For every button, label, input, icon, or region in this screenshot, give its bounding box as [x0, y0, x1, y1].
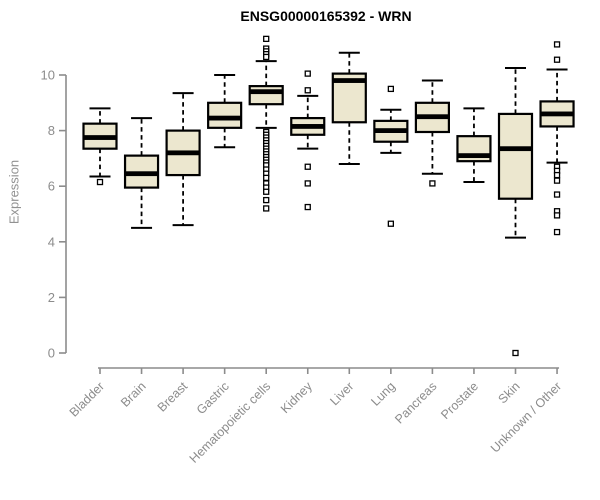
- y-tick-label: 2: [48, 290, 55, 305]
- iqr-box: [248, 85, 284, 106]
- median-line: [332, 78, 366, 83]
- outlier-point: [429, 180, 436, 187]
- median-line: [540, 111, 574, 117]
- outlier-point: [387, 220, 395, 227]
- boxplot-brain: [123, 117, 160, 229]
- median-line: [415, 114, 449, 120]
- outlier-point: [553, 171, 561, 179]
- boxplot-unknown-other: [539, 41, 575, 236]
- x-label-gastric: Gastric: [194, 379, 232, 417]
- median-line: [125, 171, 159, 177]
- y-axis-title: Expression: [6, 159, 22, 225]
- median-line: [374, 128, 408, 133]
- boxplot-hematopoietic-cells: [248, 35, 284, 212]
- boxplot-breast: [165, 92, 201, 227]
- outlier-point: [304, 203, 311, 211]
- x-label-pancreas: Pancreas: [392, 379, 439, 426]
- x-label-kidney: Kidney: [278, 379, 315, 416]
- x-label-skin: Skin: [496, 379, 523, 406]
- outlier-point: [387, 85, 395, 93]
- y-tick-label: 6: [48, 179, 55, 194]
- x-label-brain: Brain: [118, 379, 149, 410]
- y-tick-label: 10: [41, 68, 55, 83]
- outlier-point: [304, 163, 311, 170]
- y-axis: 0 2 4 6 8 10: [41, 68, 67, 361]
- outlier-point: [553, 212, 561, 219]
- outlier-point: [263, 53, 270, 61]
- outlier-point: [96, 178, 104, 186]
- boxplot-skin: [497, 67, 534, 357]
- x-label-prostate: Prostate: [438, 379, 481, 422]
- x-label-liver: Liver: [327, 379, 356, 408]
- outlier-point: [304, 70, 311, 77]
- iqr-box: [497, 112, 534, 200]
- outlier-point: [263, 174, 270, 182]
- x-label-lung: Lung: [368, 379, 398, 409]
- outlier-point: [512, 349, 519, 357]
- outlier-point: [553, 228, 561, 236]
- x-label-bladder: Bladder: [67, 379, 107, 419]
- outlier-point: [263, 196, 270, 204]
- outlier-point: [304, 87, 311, 94]
- boxplot-prostate: [456, 107, 492, 184]
- y-tick-label: 4: [48, 234, 55, 249]
- y-tick-label: 0: [48, 346, 55, 361]
- median-line: [83, 135, 117, 140]
- median-line: [499, 146, 532, 152]
- outlier-point: [263, 205, 270, 212]
- boxplot-bladder: [82, 107, 118, 186]
- boxplot-pancreas: [414, 79, 450, 187]
- median-line: [166, 150, 200, 156]
- chart-title: ENSG00000165392 - WRN: [240, 8, 412, 24]
- median-line: [457, 153, 491, 159]
- outlier-point: [304, 180, 311, 187]
- median-line: [291, 124, 325, 129]
- x-label-breast: Breast: [155, 379, 191, 415]
- boxplot-liver: [331, 51, 367, 165]
- outlier-point: [553, 56, 561, 63]
- boxplot-kidney: [290, 70, 326, 211]
- x-label-unknown-other: Unknown / Other: [488, 379, 564, 455]
- outlier-point: [553, 177, 561, 184]
- outlier-point: [553, 191, 561, 198]
- boxplot-lung: [373, 85, 409, 227]
- outlier-point: [263, 35, 270, 43]
- median-line: [249, 89, 283, 95]
- outlier-point: [263, 188, 270, 195]
- outlier-point: [553, 41, 561, 48]
- x-label-hematopoietic-cells: Hematopoietic cells: [187, 379, 274, 466]
- iqr-box: [207, 101, 243, 129]
- median-line: [208, 115, 242, 121]
- y-tick-label: 8: [48, 123, 55, 138]
- boxplot-gastric: [207, 74, 243, 149]
